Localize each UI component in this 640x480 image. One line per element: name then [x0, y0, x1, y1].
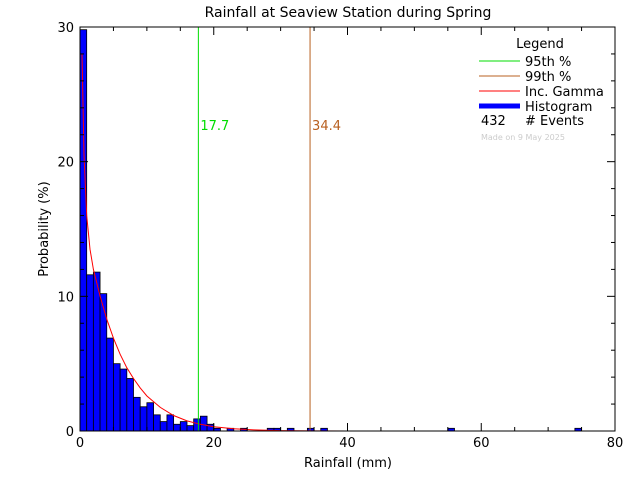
histogram-bar-18 — [199, 415, 208, 432]
legend-label-3: Histogram — [525, 100, 592, 115]
x-tick-label-2: 40 — [339, 436, 356, 451]
y-tick-label-0: 0 — [66, 425, 74, 440]
y-tick-label-3: 30 — [57, 21, 74, 36]
histogram-bar-6 — [119, 368, 128, 432]
percentile-label-1: 34.4 — [312, 119, 341, 134]
x-tick-label-0: 0 — [76, 436, 84, 451]
histogram-bar-16 — [186, 425, 195, 432]
axis-ticks: 0 20 40 60 80 0 10 20 30 — [57, 21, 623, 451]
y-tick-label-2: 20 — [57, 156, 74, 171]
x-tick-label-1: 20 — [205, 436, 222, 451]
legend-label-0: 95th % — [525, 55, 571, 70]
x-tick-label-3: 60 — [473, 436, 490, 451]
events-count: 432 — [481, 114, 506, 129]
made-on-note: Made on 9 May 2025 — [481, 133, 565, 142]
histogram-bar-8 — [133, 396, 141, 432]
histogram-bar-13 — [166, 414, 175, 432]
chart-title: Rainfall at Seaview Station during Sprin… — [205, 5, 492, 21]
histogram-bar-1 — [86, 274, 94, 432]
histogram-bars — [79, 29, 582, 432]
legend-title: Legend — [516, 37, 564, 52]
histogram-bar-12 — [159, 421, 168, 432]
legend-label-2: Inc. Gamma — [525, 85, 604, 100]
x-axis-label: Rainfall (mm) — [304, 456, 392, 471]
y-axis-label: Probability (%) — [37, 181, 52, 276]
histogram-bar-4 — [106, 337, 114, 432]
histogram-bar-14 — [173, 423, 181, 432]
histogram-bar-0 — [79, 29, 88, 432]
x-tick-label-4: 80 — [607, 436, 624, 451]
histogram-bar-7 — [126, 378, 134, 432]
y-tick-label-1: 10 — [57, 290, 74, 305]
gamma-curve-layer — [81, 53, 615, 432]
histogram-bar-9 — [139, 406, 148, 432]
legend-label-1: 99th % — [525, 70, 571, 85]
percentile-label-0: 17.7 — [200, 119, 229, 134]
histogram-bar-11 — [153, 414, 161, 432]
gamma-curve — [81, 53, 615, 432]
histogram-bar-5 — [113, 363, 121, 432]
percentile-lines: 17.7 34.4 — [197, 27, 341, 431]
histogram-bar-17 — [193, 418, 201, 432]
events-label: # Events — [525, 114, 584, 129]
histogram-bar-2 — [92, 271, 101, 432]
histogram-bar-10 — [146, 402, 154, 432]
histogram-bar-15 — [179, 421, 188, 432]
